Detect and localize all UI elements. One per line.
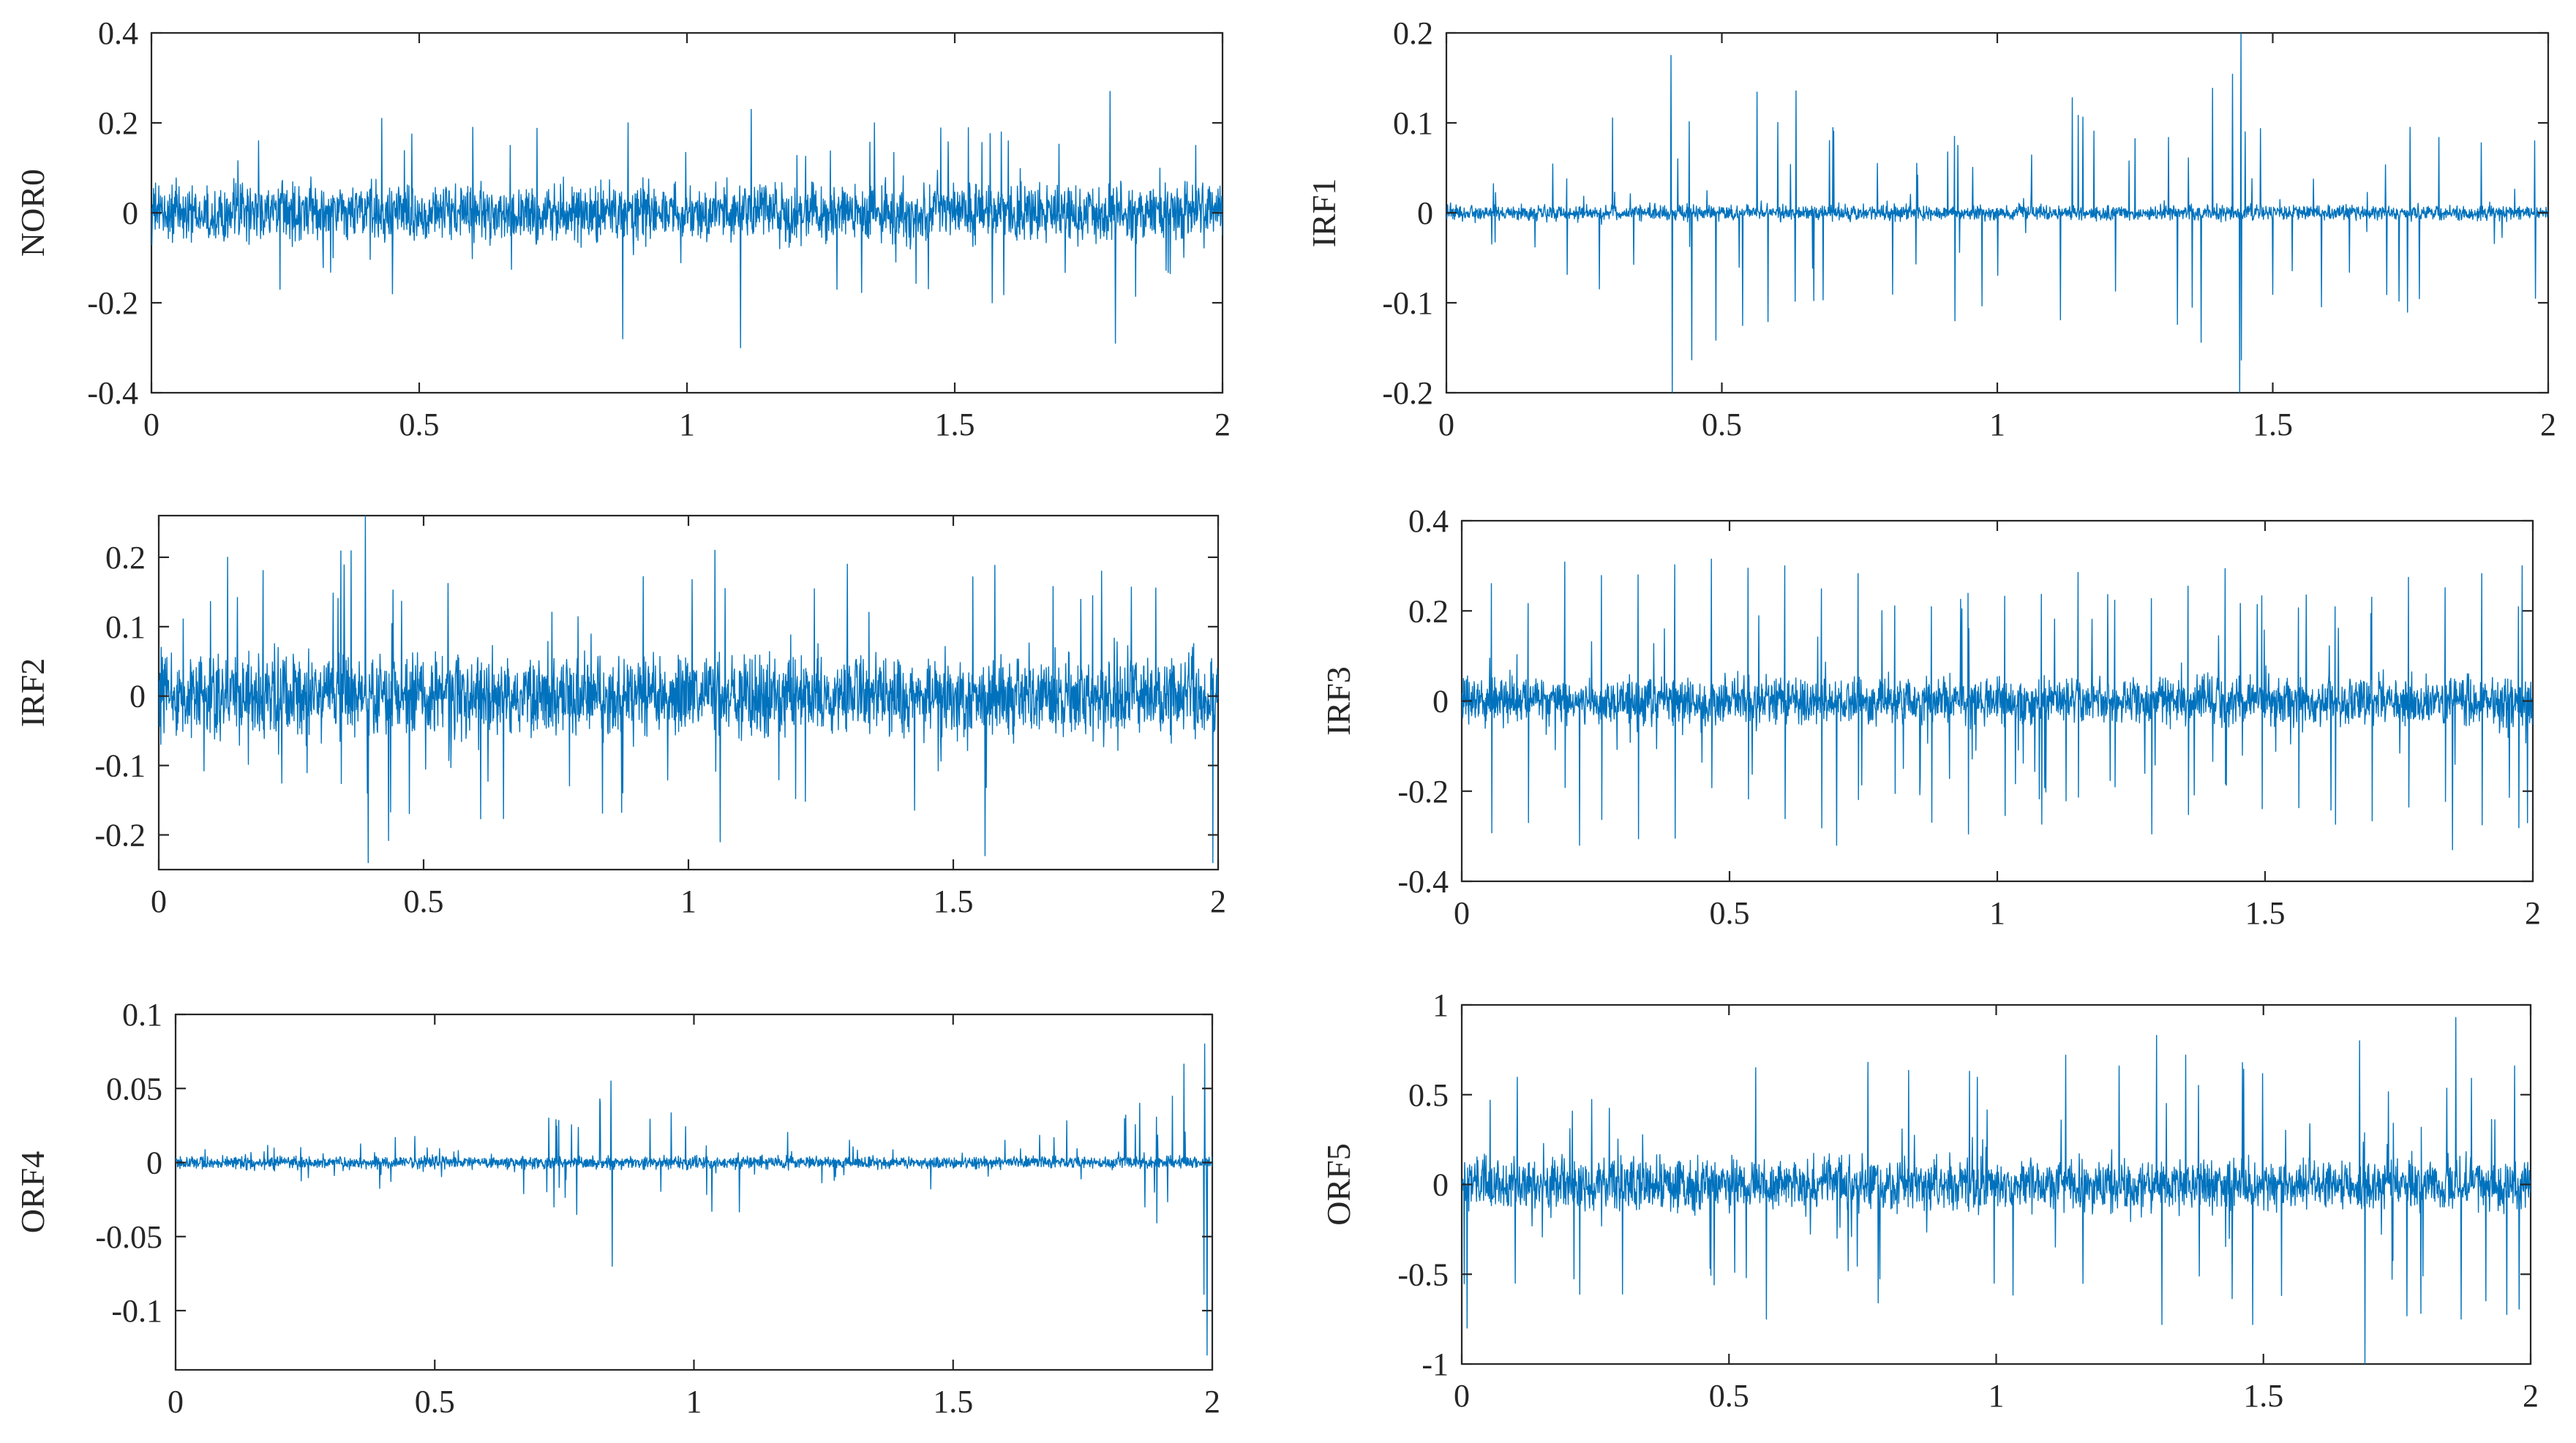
y-tick-label: -0.1	[1382, 285, 1433, 321]
y-tick-label: -0.2	[87, 285, 138, 321]
y-tick-label: 0.1	[122, 997, 162, 1033]
x-tick-label: 0.5	[415, 1384, 455, 1420]
y-tick-label: 0.1	[105, 609, 146, 645]
y-tick-label: 0.4	[98, 15, 138, 51]
y-tick-label: -0.2	[1382, 375, 1433, 411]
y-tick-label: 0	[1417, 195, 1433, 231]
x-tick-label: 0.5	[1709, 1378, 1749, 1414]
y-axis-title: ORF5	[1320, 1143, 1357, 1225]
x-tick-label: 2	[2525, 895, 2541, 931]
x-tick-label: 2	[2540, 407, 2556, 442]
x-tick-label: 0	[168, 1384, 184, 1420]
x-tick-label: 0.5	[399, 407, 440, 442]
x-tick-label: 0	[1454, 1378, 1470, 1414]
x-tick-label: 1	[1989, 895, 2005, 931]
signal-line-orf4	[176, 1043, 1212, 1356]
y-tick-label: 1	[1432, 987, 1449, 1023]
y-tick-label: 0.2	[98, 105, 138, 141]
y-tick-label: 0.05	[106, 1071, 162, 1107]
panel-orf4: 0 0.5 1 1.5 2 -0.1 -0.05 0 0.05 0.1 ORF4	[14, 997, 1220, 1420]
x-tick-label: 1.5	[2253, 407, 2293, 442]
signal-line-irf1	[1446, 33, 2548, 393]
y-tick-label: -0.2	[94, 818, 146, 854]
x-tick-label: 1	[686, 1384, 702, 1420]
x-tick-label: 1	[680, 883, 696, 919]
x-tick-label: 0.5	[1710, 895, 1750, 931]
signal-line-nor0	[151, 91, 1223, 349]
x-tick-label: 2	[1204, 1384, 1220, 1420]
y-tick-label: 0	[146, 1145, 162, 1181]
axes-frame	[174, 1013, 1214, 1371]
y-tick-label: 0.5	[1408, 1077, 1449, 1113]
panel-irf2: 0 0.5 1 1.5 2 -0.2 -0.1 0 0.1 0.2 IRF2	[14, 514, 1226, 919]
x-tick-label: 0	[151, 883, 167, 919]
y-tick-label: -0.1	[94, 748, 146, 784]
y-tick-label: 0.2	[105, 540, 146, 576]
x-tick-label: 1.5	[2243, 1378, 2283, 1414]
panel-nor0: 0 0.5 1 1.5 2 -0.4 -0.2 0 0.2 0.4 NOR0	[14, 15, 1231, 442]
y-tick-label: -0.4	[87, 375, 138, 411]
y-tick-label: -0.1	[111, 1293, 162, 1329]
signal-line-irf3	[1462, 558, 2533, 851]
y-tick-label: -0.2	[1397, 774, 1449, 810]
x-tick-label: 0.5	[404, 883, 444, 919]
panel-irf1: 0 0.5 1 1.5 2 -0.2 -0.1 0 0.1 0.2 IRF1	[1305, 15, 2556, 442]
x-tick-label: 0	[1438, 407, 1454, 442]
y-tick-label: 0	[129, 679, 146, 715]
x-tick-label: 1	[1989, 1378, 2005, 1414]
x-tick-label: 1	[1989, 407, 2005, 442]
x-tick-label: 0	[143, 407, 159, 442]
y-axis-title: IRF3	[1320, 666, 1357, 736]
y-tick-label: -0.4	[1397, 864, 1449, 900]
x-tick-label: 2	[1214, 407, 1231, 442]
signal-line-orf5	[1462, 1017, 2531, 1364]
panel-orf5: 0 0.5 1 1.5 2 -1 -0.5 0 0.5 1 ORF5	[1320, 987, 2539, 1414]
y-tick-label: 0.2	[1393, 15, 1433, 51]
x-tick-label: 2	[1210, 883, 1226, 919]
x-tick-label: 0	[1454, 895, 1470, 931]
y-tick-label: 0	[122, 195, 138, 231]
panel-irf3: 0 0.5 1 1.5 2 -0.4 -0.2 0 0.2 0.4 IRF3	[1320, 503, 2541, 931]
x-tick-label: 1.5	[934, 883, 974, 919]
y-axis-title: IRF2	[14, 658, 51, 728]
y-tick-label: 0.2	[1408, 593, 1449, 629]
signal-line-irf2	[159, 516, 1218, 864]
y-tick-label: 0.1	[1393, 105, 1433, 141]
y-axis-title: ORF4	[14, 1151, 51, 1233]
y-axis-title: NOR0	[14, 169, 51, 257]
y-tick-label: 0.4	[1408, 503, 1449, 539]
x-tick-label: 1	[679, 407, 695, 442]
x-tick-label: 1.5	[933, 1384, 973, 1420]
y-tick-label: -0.05	[95, 1219, 162, 1255]
x-tick-label: 1.5	[935, 407, 975, 442]
x-tick-label: 1.5	[2245, 895, 2286, 931]
y-tick-label: -1	[1422, 1346, 1449, 1382]
y-tick-label: 0	[1432, 1167, 1449, 1203]
x-tick-label: 0.5	[1702, 407, 1742, 442]
y-axis-title: IRF1	[1305, 178, 1343, 248]
y-tick-label: 0	[1432, 684, 1449, 720]
x-tick-label: 2	[2523, 1378, 2539, 1414]
y-tick-label: -0.5	[1397, 1256, 1449, 1292]
